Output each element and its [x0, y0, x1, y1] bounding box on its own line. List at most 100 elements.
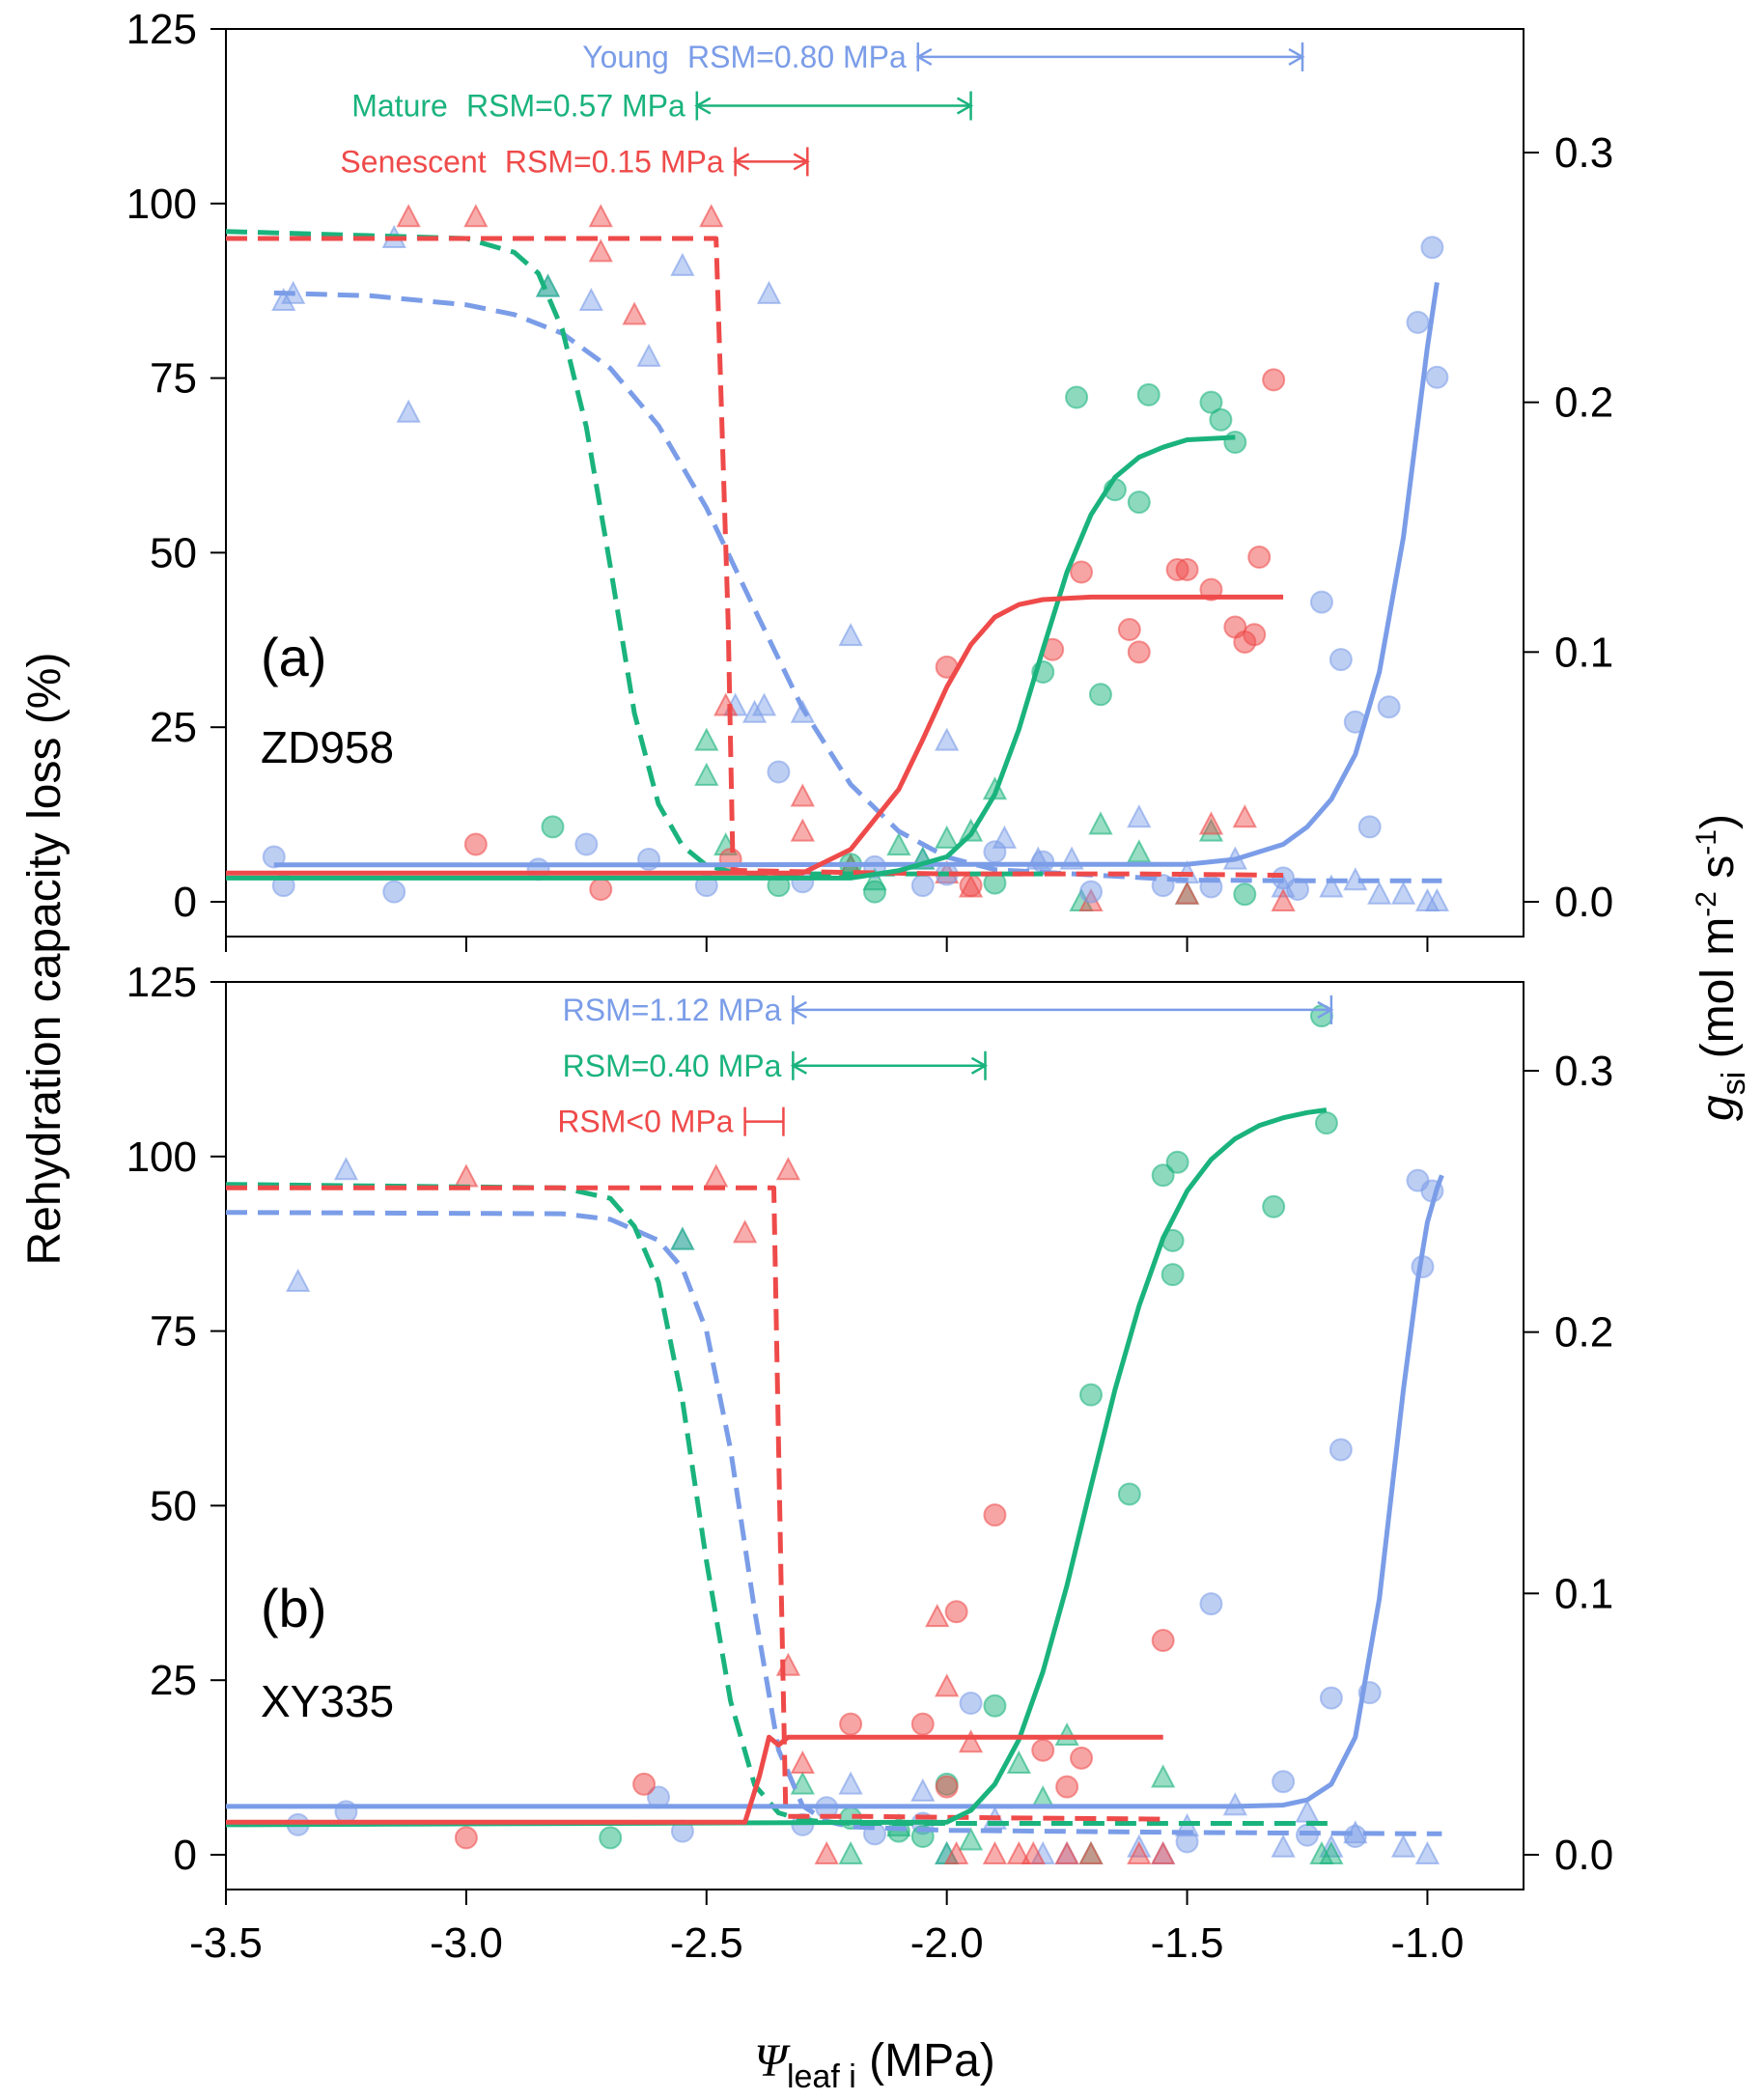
senescent-gsi-point: [1117, 618, 1141, 642]
y-right-tick-label: 0.2: [1554, 379, 1613, 427]
mature-gsi-point: [1199, 390, 1223, 414]
young-gsi-point: [1328, 1438, 1353, 1462]
senescent-rc-loss-point: [790, 1750, 815, 1774]
young-rc-loss-point: [396, 399, 421, 423]
senescent-rc-loss-point: [1021, 1840, 1046, 1864]
senescent-rsm-arrow-right: [793, 153, 810, 171]
mature-rc-loss-fit-line: [226, 229, 1044, 877]
y-axis-right-label: gsi (mol m-2 s-1): [1691, 814, 1752, 1121]
senescent-rsm-arrow-left: [733, 153, 750, 171]
mature-gsi-point: [1223, 431, 1247, 455]
young-rc-loss-point: [670, 252, 695, 276]
young-gsi-point: [262, 845, 286, 869]
senescent-rc-loss-fit-line: [226, 1185, 1163, 1822]
young-gsi-point: [910, 874, 935, 898]
mature-rc-loss-point: [1054, 1722, 1079, 1747]
mature-gsi-point: [1117, 1482, 1141, 1506]
x-tick-label: -2.5: [670, 1919, 743, 1967]
x-axis-label: Ψleaf i (MPa): [754, 2035, 995, 2095]
panel-label: (b): [261, 1578, 326, 1638]
young-gsi-point: [1328, 648, 1353, 672]
mature-rc-loss-point: [670, 1226, 695, 1250]
y-right-tick-label: 0.1: [1554, 629, 1613, 676]
young-rc-loss-point: [1424, 887, 1450, 911]
senescent-rc-loss-point: [1078, 1840, 1104, 1864]
senescent-rc-loss-point: [982, 1840, 1008, 1864]
mature-gsi-point: [1165, 1150, 1189, 1174]
young-rsm-arrow-left: [915, 47, 933, 67]
senescent-rc-loss-fit-line: [226, 236, 1284, 878]
mature-gsi-point: [1079, 1383, 1103, 1407]
senescent-gsi-point: [1247, 546, 1272, 570]
senescent-rc-loss-point: [958, 1729, 984, 1753]
young-gsi-fit-line: [226, 1174, 1444, 1809]
y-right-tick-label: 0.0: [1554, 1832, 1613, 1879]
young-gsi-point: [1309, 590, 1333, 614]
panel-a: 0 25 50 75 100 125 0.0 0.1 0.2 0.3 RSM=0.80 MPa You…: [126, 6, 1613, 952]
plot-area: [226, 204, 1450, 911]
young-rc-loss-point: [1367, 881, 1392, 905]
mature-rsm-arrow-right: [970, 1056, 989, 1075]
young-rc-loss-point: [636, 343, 661, 367]
y-left-tick-label: 100: [126, 181, 197, 228]
young-gsi-point: [1272, 1770, 1296, 1794]
senescent-rc-loss-point: [454, 1163, 479, 1188]
senescent-rc-loss-point: [1151, 1840, 1176, 1864]
senescent-rc-loss-point: [699, 204, 724, 228]
mature-rc-loss-point: [838, 1840, 863, 1864]
y-left-tick-label: 0: [174, 1832, 197, 1879]
y-axis-right-label-part: s: [1692, 855, 1744, 891]
senescent-rc-loss-point: [463, 204, 489, 228]
young-rsm-arrow-left: [790, 1000, 807, 1020]
young-gsi-point: [1425, 365, 1449, 389]
senescent-gsi-point: [1175, 557, 1199, 581]
young-rc-loss-point: [1271, 1834, 1296, 1858]
senescent-rc-loss-point: [1232, 804, 1257, 828]
mature-rc-loss-point: [1319, 1840, 1344, 1864]
mature-rsm-label: RSM=0.57 MPa: [466, 89, 685, 124]
plot-frame: [225, 981, 1524, 1890]
y-left-tick-label: 75: [150, 355, 197, 403]
young-rsm-label: RSM=0.80 MPa: [687, 40, 907, 74]
young-rc-loss-point: [1319, 874, 1344, 898]
senescent-rc-loss-point: [1174, 881, 1200, 905]
senescent-rc-loss-point: [790, 783, 815, 807]
senescent-gsi-point: [1055, 1775, 1079, 1799]
plot-area: [226, 1004, 1444, 1864]
y-right-tick-label: 0.3: [1554, 129, 1613, 177]
senescent-rc-loss-point: [588, 204, 613, 228]
x-tick-label: -3.0: [430, 1919, 503, 1967]
young-gsi-point: [959, 1692, 983, 1716]
shared-axis-labels: Rehydration capacity loss (%) Ψleaf i (MP…: [19, 653, 1752, 2095]
mature-rc-loss-point: [958, 1827, 984, 1851]
y-axis-right-label-part: -1: [1691, 829, 1722, 855]
mature-gsi-point: [1127, 490, 1151, 515]
senescent-rc-loss-point: [775, 1157, 801, 1181]
young-gsi-point: [382, 880, 406, 904]
mature-rc-loss-point: [1088, 811, 1113, 835]
young-gsi-point: [1377, 695, 1401, 719]
y-left-tick-label: 100: [126, 1134, 197, 1181]
y-right-tick-label: 0.0: [1554, 879, 1613, 926]
young-rc-loss-point: [935, 727, 960, 751]
cultivar-label: ZD958: [261, 722, 394, 772]
young-rc-loss-point: [1127, 804, 1152, 828]
young-stage-label: Young: [582, 40, 669, 74]
senescent-rc-loss-point: [943, 1840, 969, 1864]
senescent-rc-loss-point: [588, 238, 613, 263]
y-left-tick-label: 25: [150, 1657, 197, 1704]
senescent-gsi-point: [1070, 560, 1094, 584]
young-gsi-point: [1031, 850, 1055, 874]
mature-stage-label: Mature: [351, 89, 448, 124]
y-axis-right-label-part: g: [1692, 1095, 1744, 1121]
y-axis-left-label: Rehydration capacity loss (%): [19, 653, 70, 1266]
x-tick-label: -3.5: [189, 1919, 263, 1967]
senescent-gsi-point: [983, 1503, 1007, 1527]
mature-rsm-label: RSM=0.40 MPa: [563, 1049, 782, 1083]
cultivar-label: XY335: [261, 1676, 394, 1726]
young-rc-loss-point: [333, 1157, 359, 1181]
young-rc-loss-point: [286, 1268, 311, 1292]
panel-b: -3.5 -3.0 -2.5 -2.0 -1.5 -1.0 0 25 50 75 100 125 0.0…: [126, 959, 1614, 1967]
young-rc-loss-point: [838, 1771, 863, 1795]
young-rc-loss-point: [1390, 1834, 1416, 1858]
